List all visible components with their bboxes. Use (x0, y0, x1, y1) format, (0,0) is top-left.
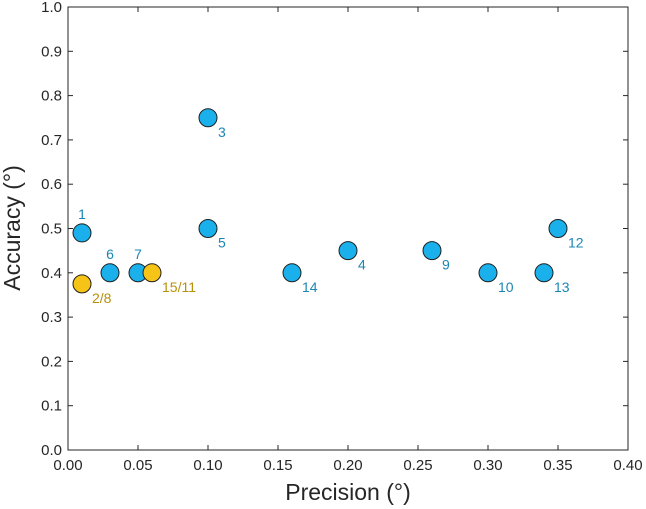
y-tick-label: 0.4 (41, 265, 62, 282)
y-tick-label: 0.5 (41, 221, 62, 238)
point-label: 2/8 (92, 290, 112, 306)
x-tick-label: 0.40 (613, 457, 642, 474)
point-label: 12 (568, 235, 584, 251)
point-label: 5 (218, 235, 226, 251)
y-axis-ticks: 0.0 0.1 0.2 0.3 0.4 0.5 0.6 0.7 0.8 0.9 1.0 (41, 0, 628, 459)
x-tick-label: 0.20 (333, 457, 362, 474)
y-tick-label: 0.2 (41, 353, 62, 370)
point-label: 10 (498, 279, 514, 295)
data-point-orange (72, 274, 92, 294)
data-point-blue (198, 108, 218, 128)
x-tick-label: 0.10 (193, 457, 222, 474)
data-point-blue (422, 241, 442, 261)
y-tick-label: 0.3 (41, 309, 62, 326)
x-axis-title: Precision (°) (285, 479, 411, 505)
x-tick-label: 0.30 (473, 457, 502, 474)
point-label: 6 (106, 246, 114, 262)
point-label: 4 (358, 257, 366, 273)
x-tick-label: 0.25 (403, 457, 432, 474)
point-label: 14 (302, 279, 318, 295)
data-point-blue (478, 263, 498, 283)
y-tick-label: 0.6 (41, 176, 62, 193)
y-tick-label: 0.8 (41, 88, 62, 105)
data-point-orange (142, 263, 162, 283)
x-axis-ticks: 0.00 0.05 0.10 0.15 0.20 0.25 0.30 0.35 0.40 (53, 7, 643, 474)
y-tick-label: 0.9 (41, 43, 62, 60)
data-point-blue (100, 263, 120, 283)
point-label: 7 (134, 246, 142, 262)
plot-area (67, 6, 629, 451)
x-tick-label: 0.35 (543, 457, 572, 474)
x-tick-label: 0.00 (53, 457, 82, 474)
data-points (72, 108, 568, 294)
y-tick-label: 0.0 (41, 442, 62, 459)
data-point-blue (548, 219, 568, 238)
data-point-blue (282, 263, 302, 283)
point-label: 15/11 (162, 279, 196, 295)
y-tick-label: 1.0 (41, 0, 62, 16)
point-labels: 1 6 7 3 5 14 4 9 10 13 12 2/8 15/11 (78, 124, 584, 306)
data-point-blue (72, 223, 92, 243)
data-point-blue (338, 241, 358, 261)
y-tick-label: 0.7 (41, 132, 62, 149)
point-label: 13 (554, 279, 570, 295)
data-point-blue (198, 219, 218, 238)
x-tick-label: 0.15 (263, 457, 292, 474)
y-tick-label: 0.1 (41, 398, 62, 415)
y-axis-title: Accuracy (°) (0, 165, 25, 291)
x-tick-label: 0.05 (123, 457, 152, 474)
point-label: 1 (78, 206, 86, 222)
data-point-blue (534, 263, 554, 283)
point-label: 3 (218, 124, 226, 140)
point-label: 9 (442, 257, 450, 273)
